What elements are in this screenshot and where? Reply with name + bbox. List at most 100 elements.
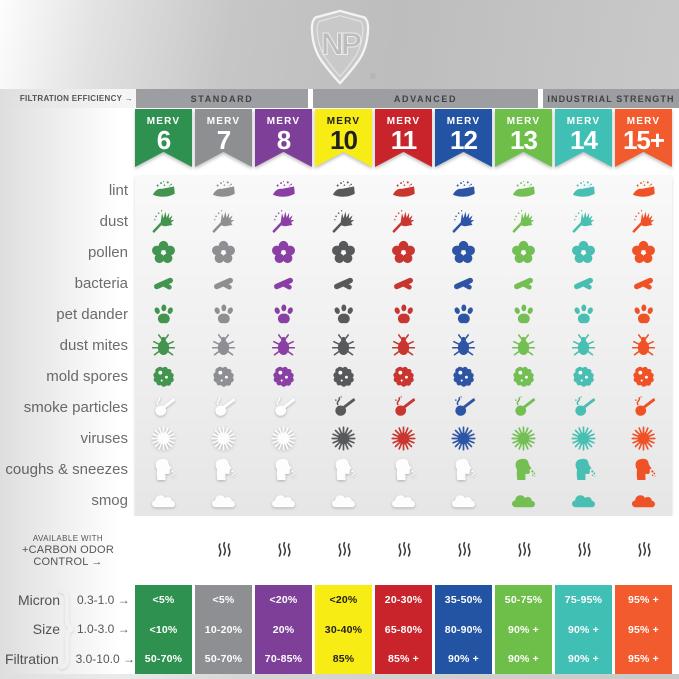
header-gradient: NP ®	[0, 0, 679, 89]
merv-banner-row: MERV 6 MERV 7 MERV 8 MERV 10 MERV 11 MERV 12 MERV 13 M…	[0, 109, 679, 169]
particle-grid: lint dust pollen bacteria pet dander dust mit…	[0, 175, 679, 516]
pollen-icon	[435, 237, 492, 268]
cloud-icon	[435, 485, 492, 516]
cough-icon	[555, 454, 612, 485]
lint-icon	[135, 175, 192, 206]
pollen-icon	[255, 237, 312, 268]
filtration-efficiency-label: FILTRATION EFFICIENCY →	[0, 89, 136, 108]
steam-icon	[255, 530, 312, 570]
mite-icon	[255, 330, 312, 361]
merv-rating: 14	[570, 125, 598, 155]
row-label: viruses	[80, 430, 128, 447]
particle-row-virus: viruses	[0, 423, 679, 454]
row-label: coughs & sneezes	[5, 461, 128, 478]
efficiency-column-13: 50-75% 90% + 90% +	[495, 585, 552, 674]
pipe-icon	[375, 392, 432, 423]
brace-icon	[58, 588, 74, 670]
efficiency-value: 90% +	[447, 653, 480, 666]
carbon-odor-row: AVAILABLE WITH +CARBON ODOR CONTROL →	[0, 516, 679, 585]
category-band-row: FILTRATION EFFICIENCY → STANDARD ADVANCE…	[0, 89, 679, 108]
steam-icon	[495, 530, 552, 570]
cough-icon	[255, 454, 312, 485]
row-label: dust mites	[59, 337, 128, 354]
bacteria-icon	[315, 268, 372, 299]
footer-strip	[0, 674, 679, 679]
efficiency-value: 90% +	[567, 623, 600, 636]
cough-icon	[135, 454, 192, 485]
paw-icon	[375, 299, 432, 330]
efficiency-value: <20%	[269, 593, 298, 606]
mite-icon	[375, 330, 432, 361]
cough-icon	[615, 454, 672, 485]
lint-icon	[435, 175, 492, 206]
filtration-label: Filtration	[4, 650, 59, 667]
filtration-range: 3.0-10.0 →	[75, 651, 135, 666]
efficiency-value: <20%	[329, 593, 358, 606]
efficiency-value: 30-40%	[324, 623, 363, 636]
paw-icon	[135, 299, 192, 330]
lint-icon	[555, 175, 612, 206]
efficiency-column-14: 75-95% 90% + 90% +	[555, 585, 612, 674]
lint-icon	[495, 175, 552, 206]
merv-word: MERV	[266, 116, 301, 127]
brand-logo-shield: NP	[302, 9, 378, 87]
pollen-icon	[195, 237, 252, 268]
cloud-icon	[375, 485, 432, 516]
dust-icon	[315, 206, 372, 237]
merv-rating: 8	[276, 125, 292, 155]
dust-icon	[195, 206, 252, 237]
merv-banner-13: MERV 13	[495, 109, 552, 167]
merv-word: MERV	[146, 116, 181, 127]
virus-icon	[435, 423, 492, 454]
efficiency-value: 95% +	[627, 623, 660, 636]
efficiency-value: 20-30%	[384, 593, 423, 606]
particle-row-mite: dust mites	[0, 330, 679, 361]
efficiency-value: 80-90%	[444, 623, 483, 636]
mite-icon	[615, 330, 672, 361]
paw-icon	[255, 299, 312, 330]
efficiency-value: 50-70%	[144, 653, 183, 666]
shield-outline-icon	[310, 9, 370, 85]
bacteria-icon	[495, 268, 552, 299]
merv-banner-11: MERV 11	[375, 109, 432, 167]
cloud-icon	[315, 485, 372, 516]
efficiency-value: <5%	[152, 593, 175, 606]
micron-header: Micron 0.3-1.0 →	[0, 585, 135, 615]
lint-icon	[315, 175, 372, 206]
row-label: pet dander	[56, 306, 128, 323]
efficiency-value: 50-75%	[504, 593, 543, 606]
bacteria-icon	[135, 268, 192, 299]
cough-icon	[195, 454, 252, 485]
merv-rating: 6	[156, 125, 172, 155]
efficiency-value: <10%	[149, 623, 178, 636]
size-range: 1.0-3.0 →	[77, 622, 130, 637]
lint-icon	[375, 175, 432, 206]
merv-word: MERV	[626, 116, 661, 127]
efficiency-column-8: <20% 20% 70-85%	[255, 585, 312, 674]
table-row-headers: Micron 0.3-1.0 → Size 1.0-3.0 → Filtrati…	[0, 585, 135, 674]
pipe-icon	[135, 392, 192, 423]
size-label: Size	[32, 621, 60, 638]
particle-row-pollen: pollen	[0, 237, 679, 268]
virus-icon	[375, 423, 432, 454]
virus-icon	[255, 423, 312, 454]
dust-icon	[135, 206, 192, 237]
particle-row-cough: coughs & sneezes	[0, 454, 679, 485]
steam-icon	[615, 530, 672, 570]
micron-range: 0.3-1.0 →	[77, 592, 130, 607]
merv-rating: 10	[330, 125, 358, 155]
row-label: smoke particles	[23, 399, 128, 416]
carbon-odor-label: AVAILABLE WITH +CARBON ODOR CONTROL →	[2, 534, 134, 568]
paw-icon	[195, 299, 252, 330]
efficiency-table: Micron 0.3-1.0 → Size 1.0-3.0 → Filtrati…	[0, 585, 679, 674]
pollen-icon	[135, 237, 192, 268]
bacteria-icon	[255, 268, 312, 299]
virus-icon	[495, 423, 552, 454]
mold-icon	[555, 361, 612, 392]
pollen-icon	[615, 237, 672, 268]
lint-icon	[615, 175, 672, 206]
bacteria-icon	[615, 268, 672, 299]
efficiency-column-6: <5% <10% 50-70%	[135, 585, 192, 674]
merv-word: MERV	[326, 116, 361, 127]
efficiency-column-11: 20-30% 65-80% 85% +	[375, 585, 432, 674]
